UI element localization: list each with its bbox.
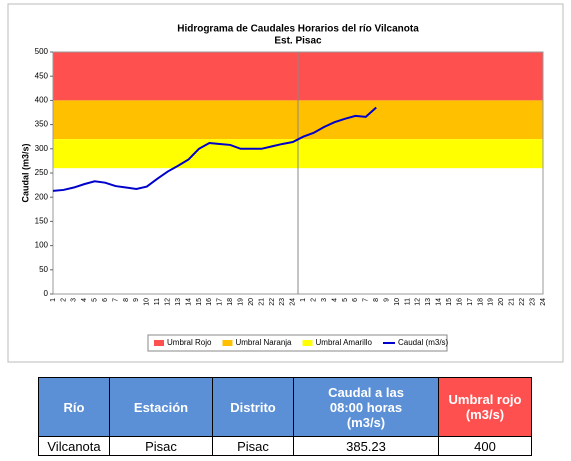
y-tick-label: 450 bbox=[35, 71, 49, 80]
legend-label: Caudal (m3/s) bbox=[398, 338, 449, 347]
x-tick-label: 11 bbox=[154, 298, 161, 305]
legend-label: Umbral Naranja bbox=[235, 338, 292, 347]
x-tick-label: 23 bbox=[529, 298, 536, 306]
chart: Hidrograma de Caudales Horarios del río … bbox=[7, 3, 564, 363]
y-tick-label: 100 bbox=[35, 241, 49, 250]
x-tick-label: 7 bbox=[363, 298, 370, 302]
x-tick-label: 21 bbox=[258, 298, 265, 306]
x-tick-label: 1 bbox=[50, 298, 57, 302]
y-tick-label: 0 bbox=[44, 289, 49, 298]
cell: 385.23 bbox=[293, 436, 439, 456]
x-tick-label: 18 bbox=[477, 298, 484, 306]
cell: 400 bbox=[438, 436, 532, 456]
x-tick-label: 17 bbox=[467, 298, 474, 306]
header-row: Río Estación Distrito Caudal a las 08:00… bbox=[38, 377, 532, 437]
chart-subtitle: Est. Pisac bbox=[274, 36, 322, 47]
legend-swatch bbox=[222, 340, 233, 346]
x-tick-label: 9 bbox=[133, 298, 140, 302]
x-tick-label: 14 bbox=[436, 298, 443, 306]
x-tick-label: 16 bbox=[206, 298, 213, 306]
y-tick-label: 300 bbox=[35, 144, 49, 153]
x-tick-label: 13 bbox=[425, 298, 432, 306]
x-tick-label: 4 bbox=[331, 298, 338, 302]
x-tick-label: 10 bbox=[394, 298, 401, 306]
cell: Vilcanota bbox=[38, 436, 110, 456]
x-tick-label: 6 bbox=[102, 298, 109, 302]
x-tick-label: 9 bbox=[383, 298, 390, 302]
x-tick-label: 8 bbox=[123, 298, 130, 302]
y-tick-label: 150 bbox=[35, 217, 49, 226]
x-tick-label: 3 bbox=[321, 298, 328, 302]
x-tick-label: 15 bbox=[446, 298, 453, 306]
x-tick-label: 16 bbox=[456, 298, 463, 306]
x-tick-label: 19 bbox=[488, 298, 495, 306]
legend-frame bbox=[147, 334, 448, 352]
y-tick-label: 350 bbox=[35, 120, 49, 129]
header-cell: Río bbox=[38, 377, 110, 437]
x-tick-label: 22 bbox=[519, 298, 526, 306]
y-tick-label: 250 bbox=[35, 168, 49, 177]
x-tick-label: 3 bbox=[71, 298, 78, 302]
y-tick-label: 200 bbox=[35, 192, 49, 201]
data-row: Vilcanota Pisac Pisac 385.23 400 bbox=[38, 436, 532, 456]
x-tick-label: 15 bbox=[196, 298, 203, 306]
legend-label: Umbral Rojo bbox=[167, 338, 212, 347]
x-tick-label: 23 bbox=[279, 298, 286, 306]
cell: Pisac bbox=[109, 436, 213, 456]
x-tick-label: 20 bbox=[498, 298, 505, 306]
x-tick-label: 6 bbox=[352, 298, 359, 302]
x-tick-label: 14 bbox=[185, 298, 192, 306]
x-tick-label: 24 bbox=[540, 298, 547, 306]
header-cell: Caudal a las 08:00 horas (m3/s) bbox=[293, 377, 439, 437]
x-tick-label: 22 bbox=[269, 298, 276, 306]
header-cell: Umbral rojo (m3/s) bbox=[438, 377, 532, 437]
header-cell: Distrito bbox=[212, 377, 294, 437]
legend-swatch bbox=[154, 340, 164, 346]
y-tick-label: 400 bbox=[35, 96, 49, 105]
y-axis-label: Caudal (m3/s) bbox=[20, 143, 30, 202]
y-tick-label: 500 bbox=[35, 47, 49, 56]
x-tick-label: 4 bbox=[81, 298, 88, 302]
x-tick-label: 5 bbox=[342, 298, 349, 302]
x-tick-label: 13 bbox=[175, 298, 182, 306]
x-tick-label: 2 bbox=[310, 298, 317, 302]
flow-line bbox=[52, 106, 377, 192]
legend-label: Umbral Amarillo bbox=[316, 338, 373, 347]
x-tick-label: 8 bbox=[373, 298, 380, 302]
x-tick-label: 17 bbox=[217, 298, 224, 306]
x-tick-label: 21 bbox=[509, 298, 516, 306]
x-tick-label: 12 bbox=[415, 298, 422, 306]
header-cell: Estación bbox=[109, 377, 213, 437]
cell: Pisac bbox=[212, 436, 294, 456]
chart-title: Hidrograma de Caudales Horarios del río … bbox=[177, 24, 419, 35]
x-tick-label: 7 bbox=[112, 298, 119, 302]
x-tick-label: 11 bbox=[404, 298, 411, 305]
x-tick-label: 2 bbox=[60, 298, 67, 302]
summary-table: Río Estación Distrito Caudal a las 08:00… bbox=[38, 377, 532, 456]
x-tick-label: 18 bbox=[227, 298, 234, 306]
x-tick-label: 12 bbox=[165, 298, 172, 306]
x-tick-label: 20 bbox=[248, 298, 255, 306]
y-tick-label: 50 bbox=[39, 265, 48, 274]
x-tick-label: 19 bbox=[238, 298, 245, 306]
x-tick-label: 1 bbox=[300, 298, 307, 302]
x-tick-label: 24 bbox=[290, 298, 297, 306]
x-tick-label: 5 bbox=[92, 298, 99, 302]
legend-swatch bbox=[302, 340, 313, 346]
x-tick-label: 10 bbox=[144, 298, 151, 306]
